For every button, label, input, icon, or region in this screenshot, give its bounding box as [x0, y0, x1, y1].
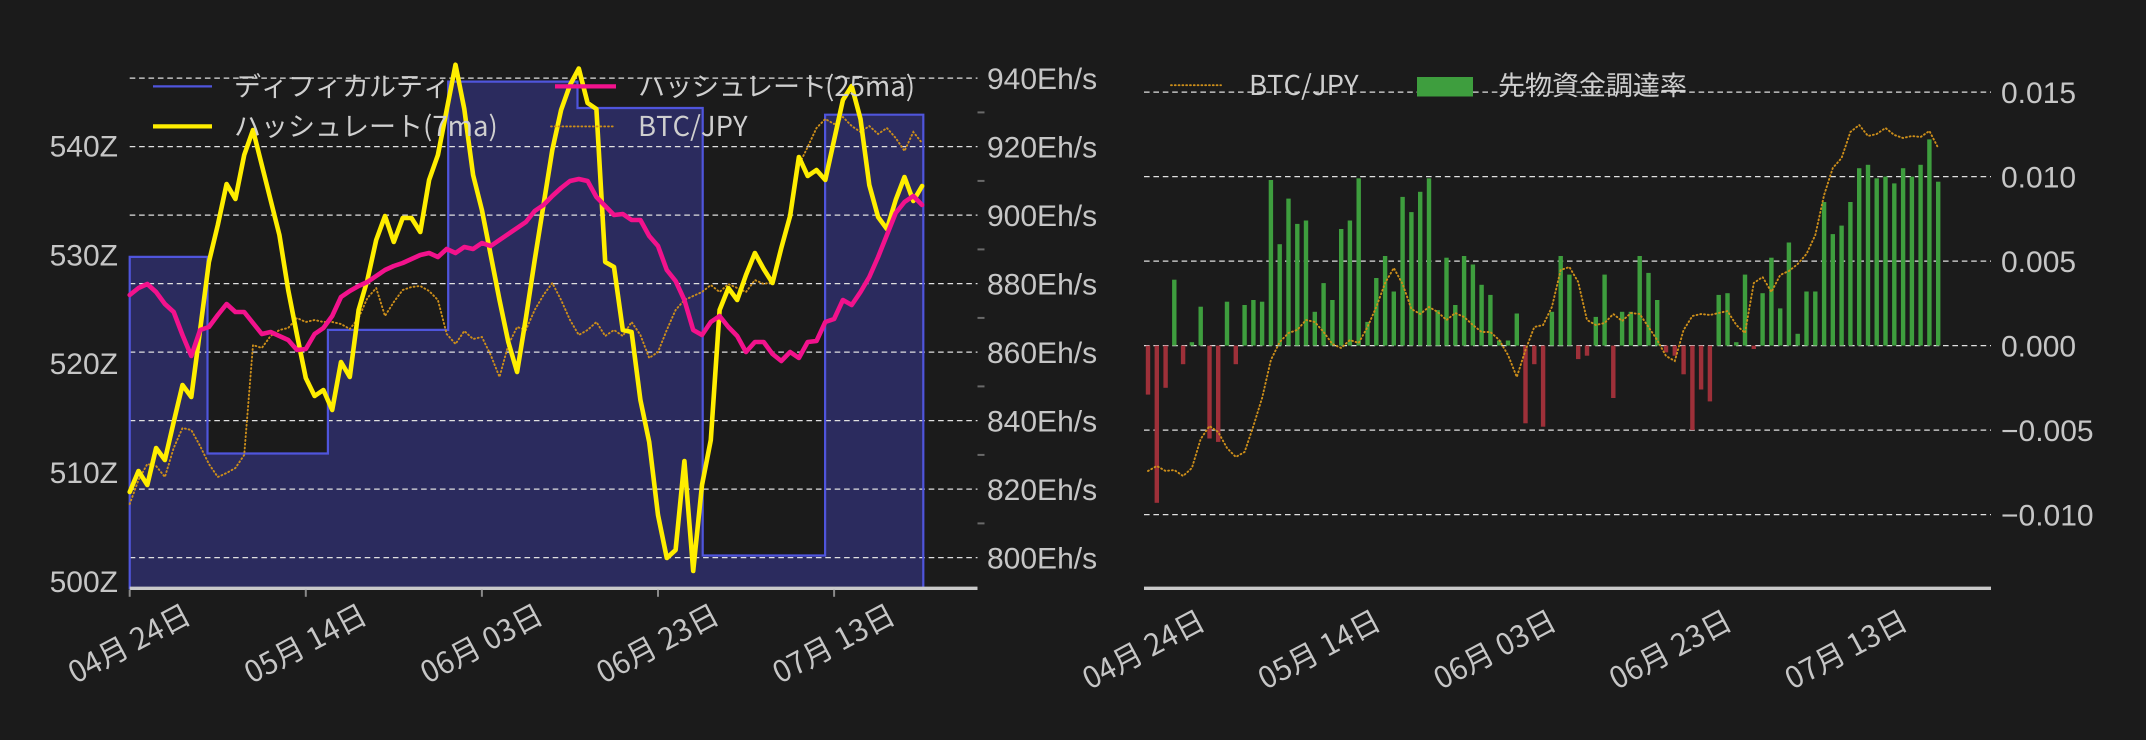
- svg-text:820Eh/s: 820Eh/s: [987, 474, 1097, 507]
- svg-text:880Eh/s: 880Eh/s: [987, 269, 1097, 302]
- svg-text:0.000: 0.000: [2001, 331, 2076, 364]
- svg-text:860Eh/s: 860Eh/s: [987, 337, 1097, 370]
- svg-text:920Eh/s: 920Eh/s: [987, 132, 1097, 165]
- svg-text:540Z: 540Z: [50, 131, 118, 164]
- svg-text:500Z: 500Z: [50, 566, 118, 599]
- svg-text:800Eh/s: 800Eh/s: [987, 543, 1097, 576]
- svg-text:940Eh/s: 940Eh/s: [987, 63, 1097, 96]
- svg-text:−0.005: −0.005: [2001, 415, 2094, 448]
- svg-text:0.015: 0.015: [2001, 77, 2076, 110]
- svg-text:520Z: 520Z: [50, 348, 118, 381]
- svg-text:−0.010: −0.010: [2001, 500, 2094, 533]
- svg-text:530Z: 530Z: [50, 239, 118, 272]
- svg-text:840Eh/s: 840Eh/s: [987, 406, 1097, 439]
- svg-text:900Eh/s: 900Eh/s: [987, 200, 1097, 233]
- svg-text:510Z: 510Z: [50, 457, 118, 490]
- svg-text:0.005: 0.005: [2001, 246, 2076, 279]
- svg-text:0.010: 0.010: [2001, 162, 2076, 195]
